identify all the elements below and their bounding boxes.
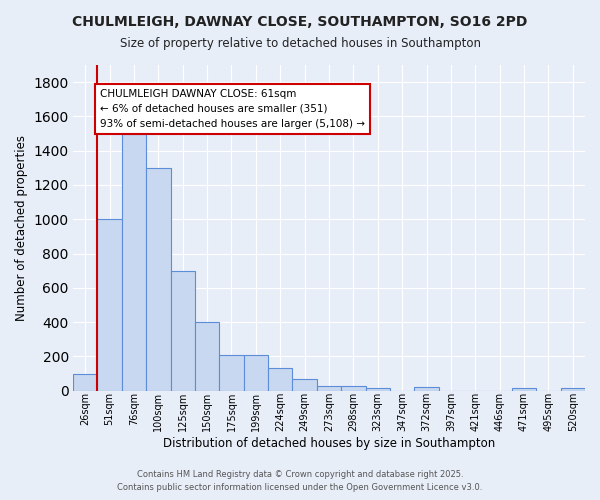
Bar [341,386,365,390]
Text: Size of property relative to detached houses in Southampton: Size of property relative to detached ho… [119,38,481,51]
Bar [97,220,122,390]
Y-axis label: Number of detached properties: Number of detached properties [15,135,28,321]
Bar [317,386,341,390]
Bar [560,388,585,390]
X-axis label: Distribution of detached houses by size in Southampton: Distribution of detached houses by size … [163,437,495,450]
Bar [365,388,390,390]
Text: CHULMLEIGH, DAWNAY CLOSE, SOUTHAMPTON, SO16 2PD: CHULMLEIGH, DAWNAY CLOSE, SOUTHAMPTON, S… [73,15,527,29]
Bar [195,322,219,390]
Bar [73,374,97,390]
Bar [244,354,268,390]
Bar [219,354,244,390]
Bar [268,368,292,390]
Bar [512,388,536,390]
Bar [122,134,146,390]
Bar [415,388,439,390]
Text: CHULMLEIGH DAWNAY CLOSE: 61sqm
← 6% of detached houses are smaller (351)
93% of : CHULMLEIGH DAWNAY CLOSE: 61sqm ← 6% of d… [100,89,365,128]
Bar [146,168,170,390]
Bar [292,378,317,390]
Bar [170,270,195,390]
Text: Contains HM Land Registry data © Crown copyright and database right 2025.
Contai: Contains HM Land Registry data © Crown c… [118,470,482,492]
